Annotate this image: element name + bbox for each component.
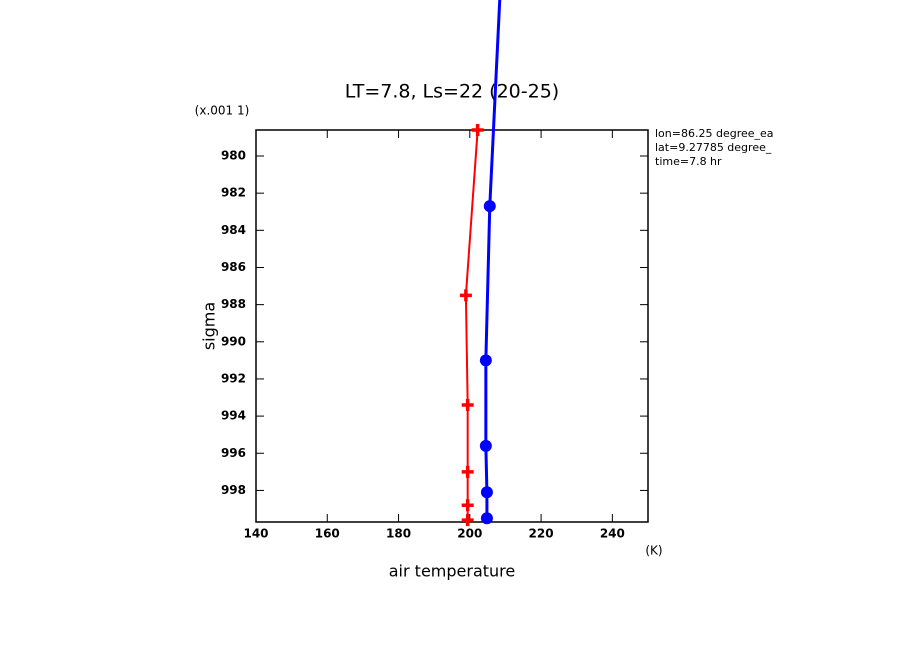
- info-text: time=7.8 hr: [655, 155, 722, 168]
- plot-frame: [255, 129, 649, 523]
- info-text: lat=9.27785 degree_: [655, 141, 772, 154]
- x-axis-title: air temperature: [389, 562, 515, 581]
- x-tick-label: 240: [600, 527, 625, 541]
- y-scale-note: (x.001 1): [195, 104, 250, 118]
- info-block: lon=86.25 degree_ea lat=9.27785 degree_ …: [655, 127, 774, 168]
- info-text: lon=86.25 degree_ea: [655, 127, 774, 140]
- point: [479, 439, 492, 452]
- x-tick-label: 220: [529, 527, 554, 541]
- y-tick-label: 980: [221, 149, 246, 163]
- y-tick-label: 984: [221, 223, 246, 237]
- y-tick-label: 992: [221, 371, 246, 385]
- x-unit: (K): [645, 544, 662, 558]
- y-tick-label: 982: [221, 186, 246, 200]
- point: [480, 512, 493, 525]
- y-tick-label: 988: [221, 297, 246, 311]
- point: [461, 499, 474, 512]
- point: [459, 289, 472, 302]
- y-tick-label: 994: [221, 409, 246, 423]
- point: [471, 124, 484, 136]
- x-tick-label: 160: [315, 527, 340, 541]
- x-tick-label: 200: [457, 527, 482, 541]
- point: [483, 200, 496, 213]
- point: [479, 354, 492, 367]
- x-tick-label: 180: [386, 527, 411, 541]
- point: [461, 465, 474, 478]
- y-tick-label: 996: [221, 446, 246, 460]
- point: [480, 486, 493, 499]
- y-tick-label: 998: [221, 483, 246, 497]
- y-tick-label: 986: [221, 260, 246, 274]
- point: [461, 398, 474, 411]
- x-tick-label: 140: [243, 527, 268, 541]
- chart-title: LT=7.8, Ls=22 (20-25): [345, 81, 559, 103]
- y-axis-title: sigma: [200, 302, 219, 350]
- point: [461, 514, 474, 527]
- y-tick-label: 990: [221, 334, 246, 348]
